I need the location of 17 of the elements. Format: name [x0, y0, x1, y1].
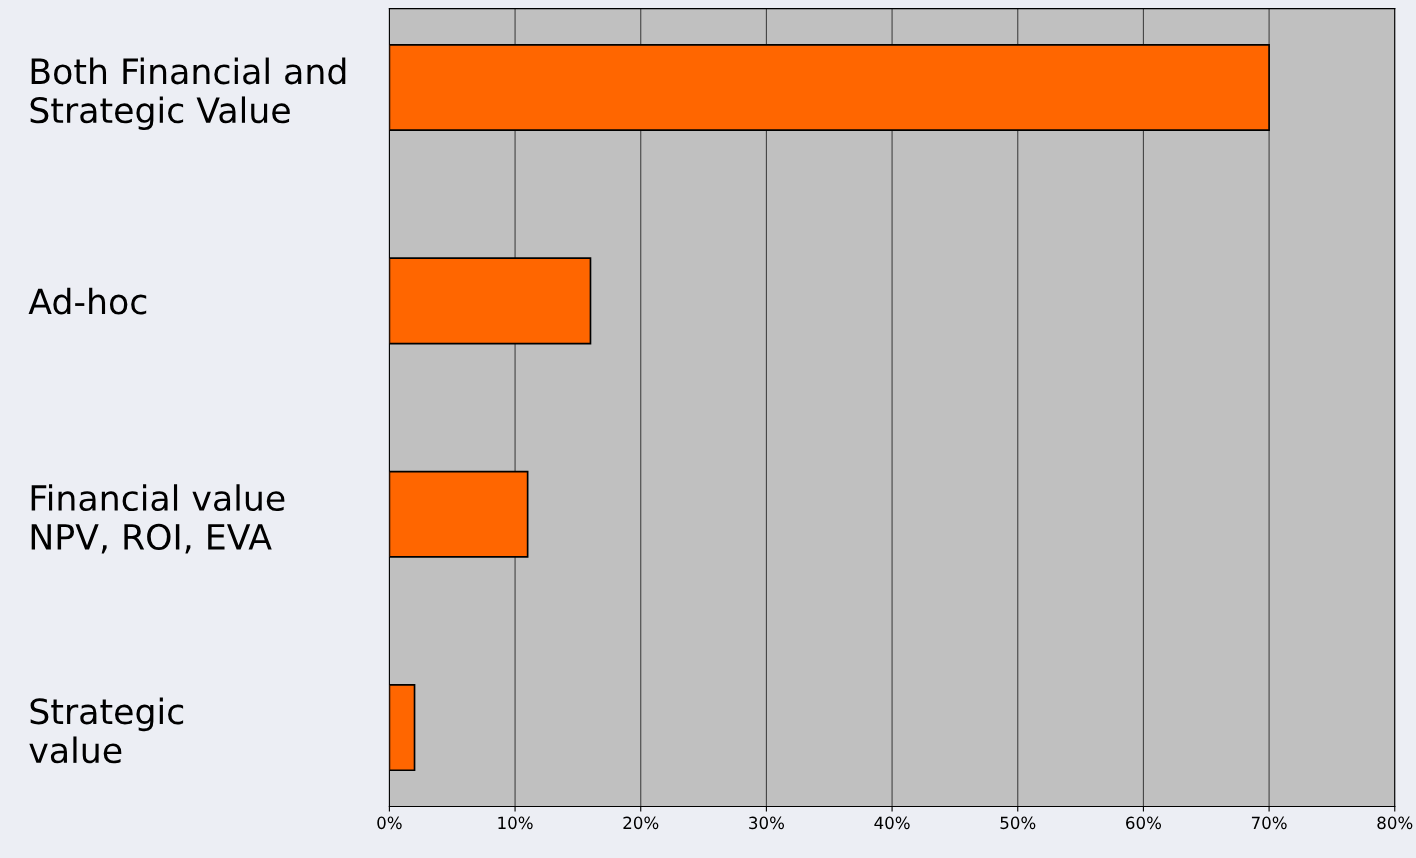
y-tick-label: Strategic value	[29, 697, 184, 764]
bar	[389, 257, 592, 345]
x-tick-label: 80%	[1377, 816, 1413, 830]
x-tick-label: 70%	[1251, 816, 1287, 830]
x-tick-label: 10%	[498, 816, 533, 830]
bar	[389, 470, 529, 558]
bar	[389, 684, 416, 772]
bar	[389, 44, 1270, 132]
x-tick-label: 50%	[1000, 816, 1036, 830]
x-tick-label: 20%	[623, 816, 659, 830]
x-tick-label: 30%	[749, 816, 785, 830]
y-tick-label: Financial value NPV, ROI, EVA	[31, 484, 285, 554]
y-tick-label: Both Financial and Strategic Value	[30, 57, 346, 131]
x-tick-label: 40%	[874, 816, 910, 830]
x-tick-label: 60%	[1126, 816, 1162, 830]
y-tick-label: Ad-hoc	[28, 287, 147, 315]
x-tick-label: 0%	[377, 816, 402, 830]
